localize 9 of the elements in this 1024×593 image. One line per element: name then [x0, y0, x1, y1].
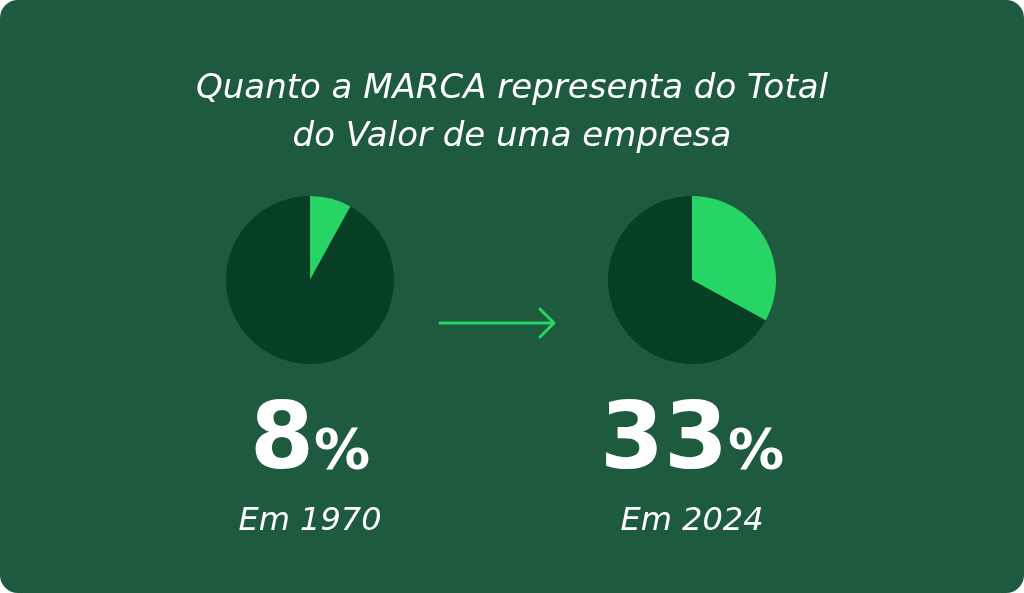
text: Em 2024 [620, 500, 764, 538]
pie-slice [226, 196, 394, 364]
pie-slice [310, 196, 351, 280]
text: 33% [599, 383, 785, 490]
text: 8% [249, 383, 371, 490]
text: Em 1970 [238, 500, 382, 538]
text: Quanto a MARCA representa do Total do Valor de uma empresa [195, 66, 829, 154]
pie-slice [692, 196, 776, 321]
pie-slice [608, 196, 766, 364]
